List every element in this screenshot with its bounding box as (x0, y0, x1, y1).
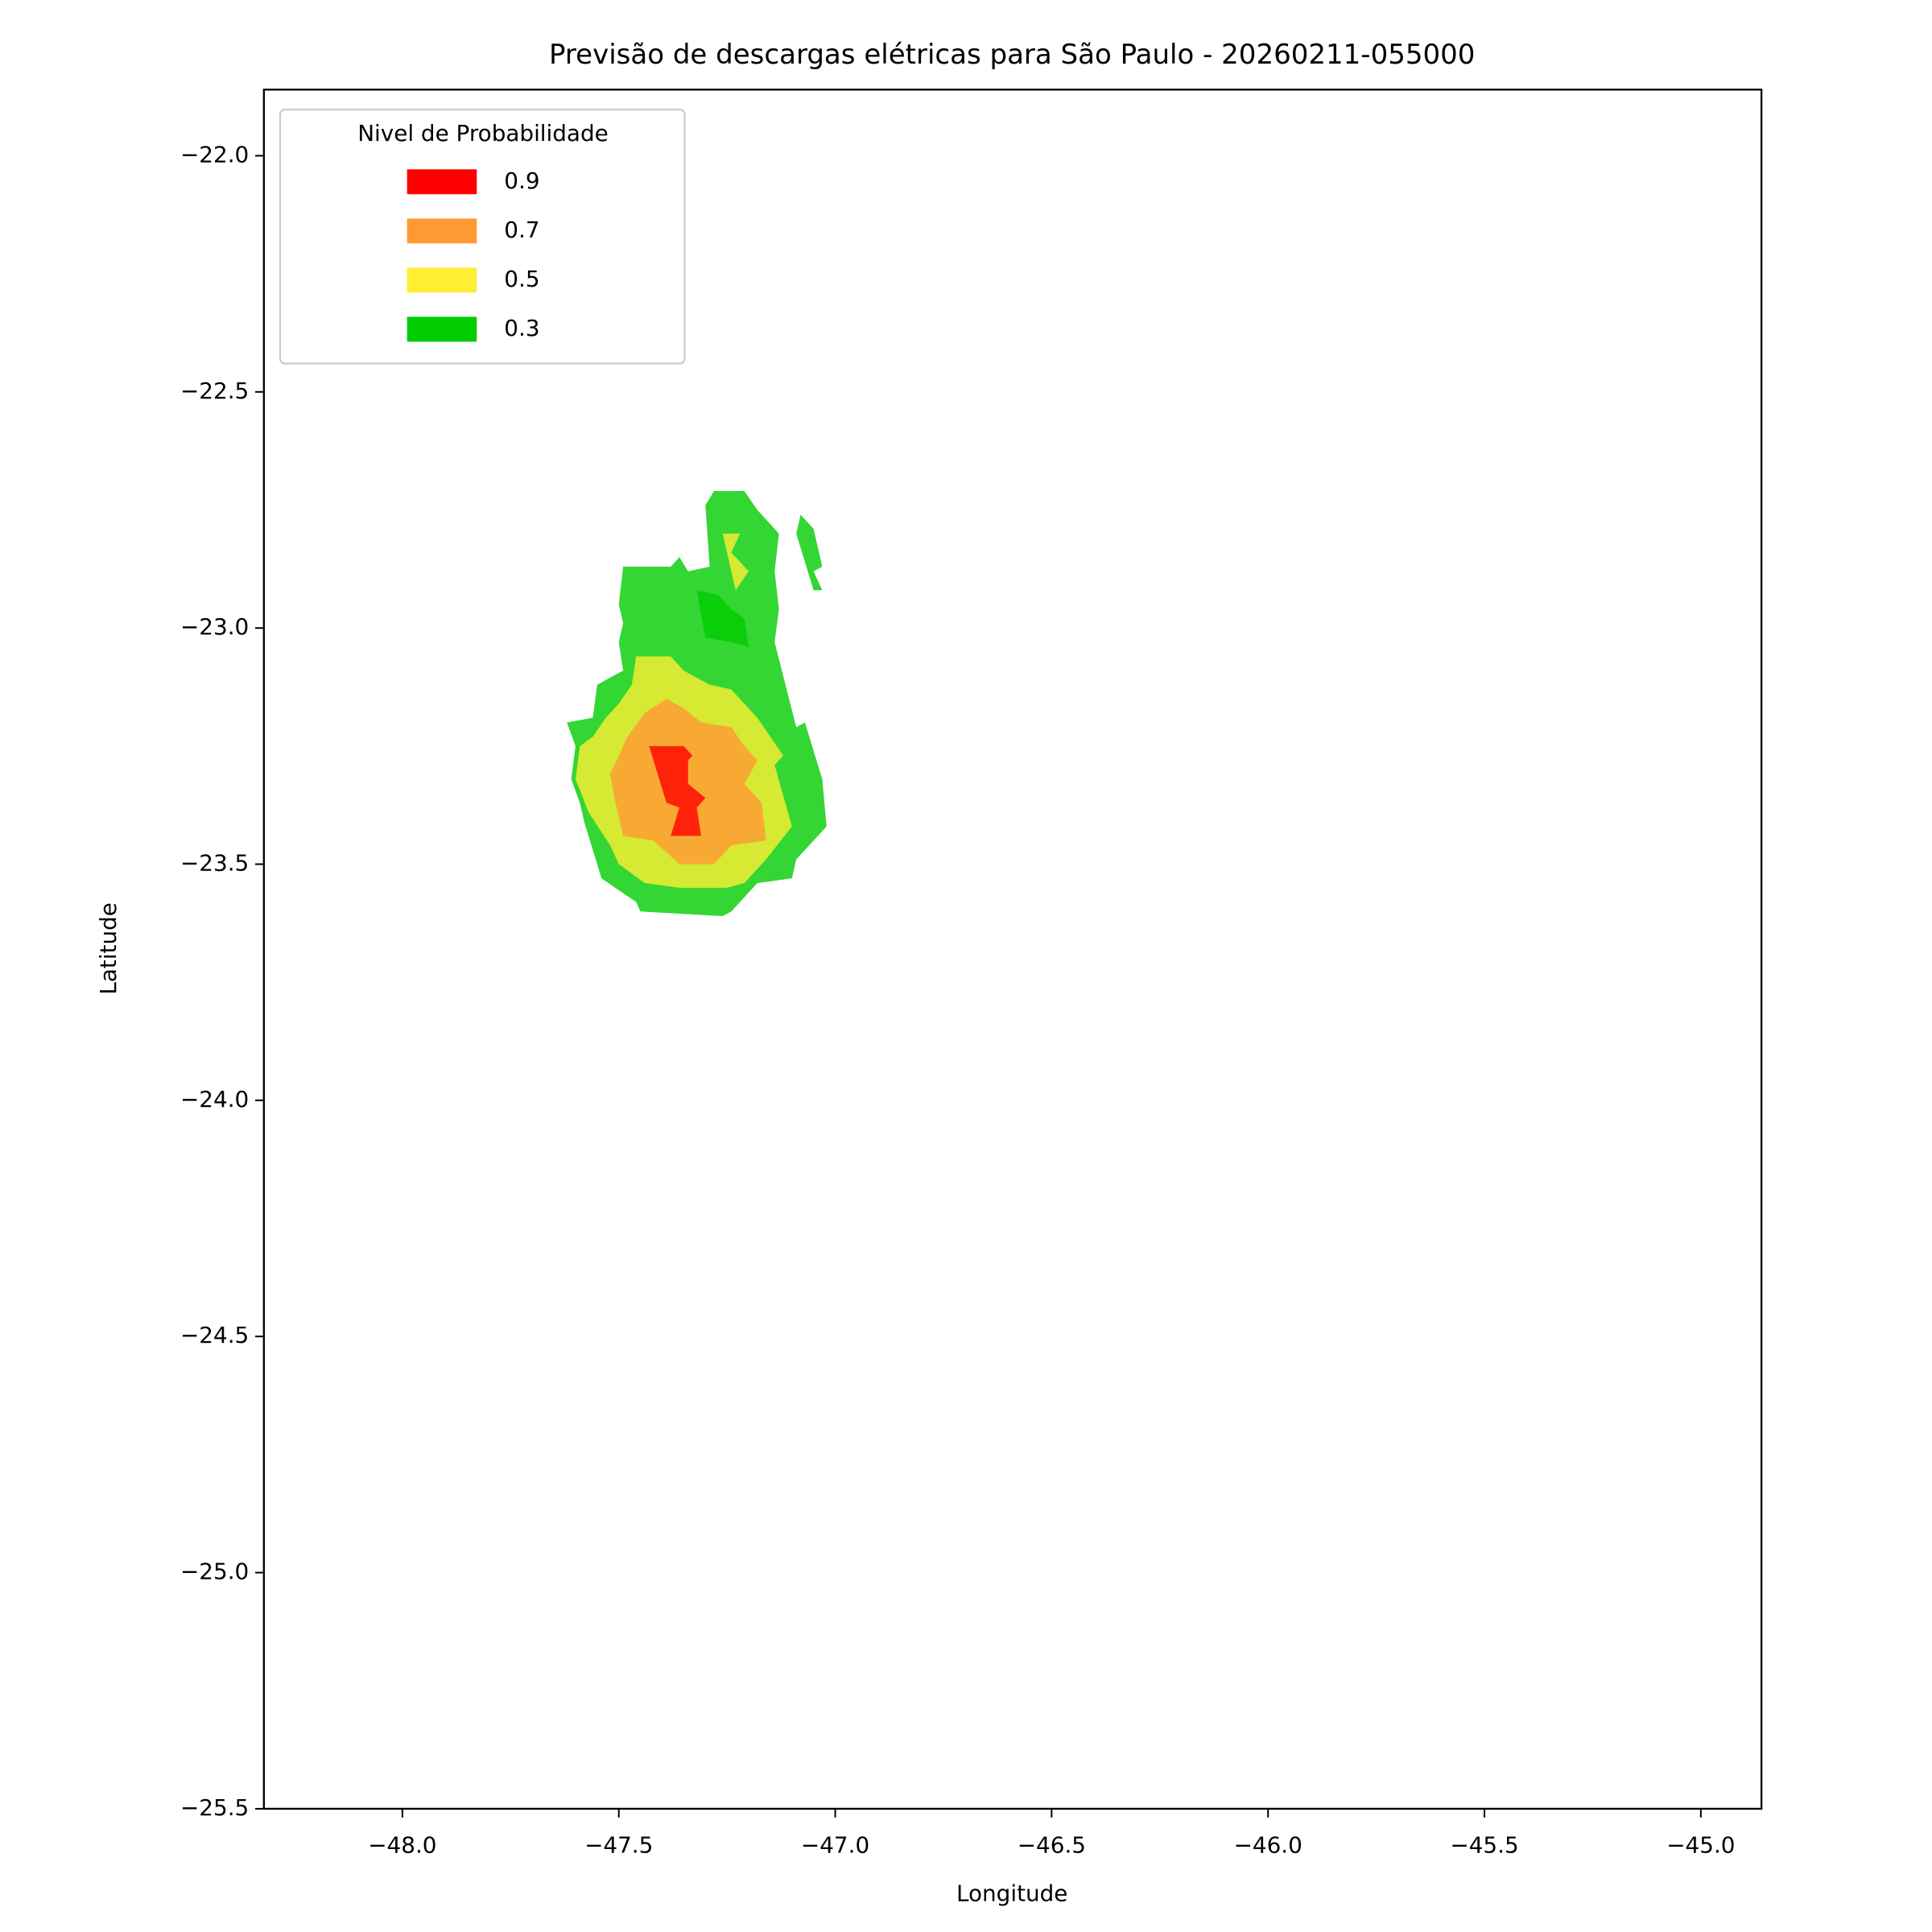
y-tick-label: −23.5 (180, 850, 249, 877)
contour-region (649, 745, 706, 836)
x-tick-label: −45.5 (1450, 1831, 1518, 1858)
x-axis-label: Longitude (956, 1880, 1067, 1907)
y-tick-label: −25.0 (180, 1558, 249, 1585)
y-tick-label: −24.0 (180, 1086, 249, 1113)
legend-title: Nivel de Probabilidade (357, 120, 609, 147)
y-tick-label: −22.5 (180, 378, 249, 404)
y-tick-label: −22.0 (180, 141, 249, 167)
y-axis-label: Latitude (95, 902, 122, 995)
contour-region (722, 533, 749, 591)
x-tick-label: −46.0 (1234, 1831, 1302, 1858)
legend-swatch (407, 218, 477, 244)
legend-label: 0.7 (504, 217, 539, 243)
contour-region (696, 590, 749, 647)
contour-region (796, 514, 823, 591)
y-tick-label: −25.5 (180, 1794, 249, 1821)
x-tick-label: −47.5 (584, 1831, 653, 1858)
legend-swatch (407, 169, 477, 195)
legend-swatch (407, 267, 477, 293)
axes-frame (262, 89, 1763, 1810)
legend-swatch (407, 316, 477, 342)
legend-label: 0.5 (504, 266, 539, 292)
x-tick-label: −48.0 (368, 1831, 436, 1858)
chart-title: Previsão de descargas elétricas para São… (549, 39, 1475, 71)
y-tick-label: −24.5 (180, 1322, 249, 1348)
x-tick-label: −47.0 (801, 1831, 869, 1858)
x-tick-label: −46.5 (1018, 1831, 1086, 1858)
legend: Nivel de Probabilidade 0.9 0.7 0.5 0.3 (279, 108, 686, 365)
legend-label: 0.9 (504, 167, 539, 194)
legend-label: 0.3 (504, 315, 539, 341)
x-tick-label: −45.0 (1666, 1831, 1735, 1858)
plot-area (567, 491, 827, 917)
y-tick-label: −23.0 (180, 613, 249, 640)
legend-box (279, 108, 686, 365)
